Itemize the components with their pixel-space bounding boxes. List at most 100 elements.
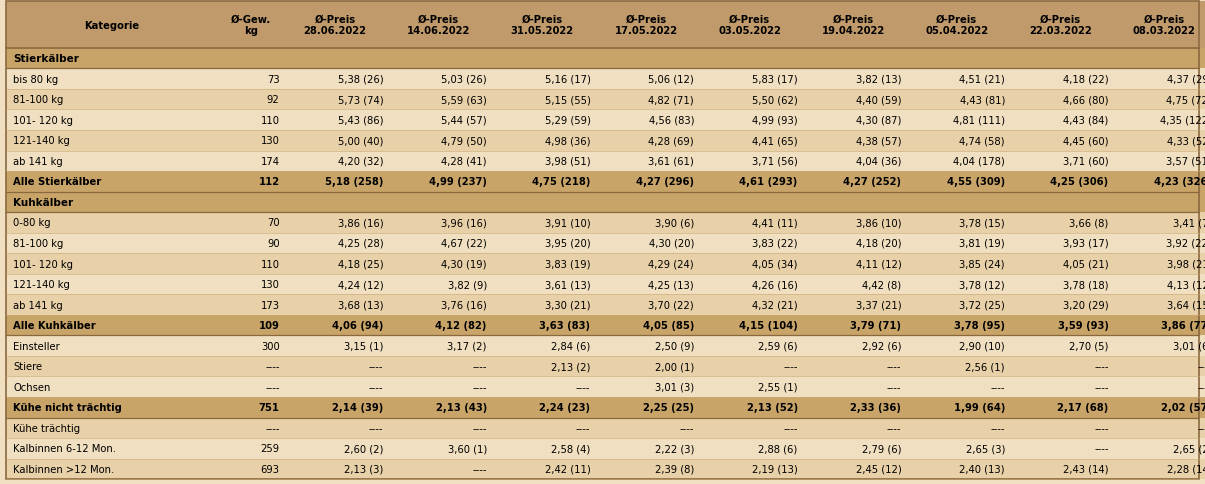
FancyBboxPatch shape — [490, 356, 594, 377]
FancyBboxPatch shape — [594, 69, 698, 90]
FancyBboxPatch shape — [594, 151, 698, 172]
Text: Ø-Preis
03.05.2022: Ø-Preis 03.05.2022 — [718, 15, 781, 36]
FancyBboxPatch shape — [905, 2, 1009, 49]
FancyBboxPatch shape — [387, 69, 490, 90]
FancyBboxPatch shape — [1009, 69, 1112, 90]
FancyBboxPatch shape — [283, 90, 387, 110]
FancyBboxPatch shape — [283, 418, 387, 438]
FancyBboxPatch shape — [905, 274, 1009, 295]
FancyBboxPatch shape — [1112, 418, 1205, 438]
FancyBboxPatch shape — [218, 254, 283, 274]
Text: 3,78 (12): 3,78 (12) — [959, 279, 1005, 289]
FancyBboxPatch shape — [801, 69, 905, 90]
Text: 4,04 (36): 4,04 (36) — [856, 156, 901, 166]
Text: 4,06 (94): 4,06 (94) — [331, 320, 383, 331]
FancyBboxPatch shape — [6, 233, 218, 254]
Text: 3,79 (71): 3,79 (71) — [851, 320, 901, 331]
Text: 2,25 (25): 2,25 (25) — [643, 402, 694, 412]
FancyBboxPatch shape — [387, 274, 490, 295]
Text: 2,39 (8): 2,39 (8) — [654, 464, 694, 474]
FancyBboxPatch shape — [490, 172, 594, 192]
FancyBboxPatch shape — [218, 90, 283, 110]
FancyBboxPatch shape — [1112, 131, 1205, 151]
Text: 4,30 (20): 4,30 (20) — [648, 239, 694, 248]
Text: Kuhkälber: Kuhkälber — [13, 197, 74, 208]
Text: 259: 259 — [260, 443, 280, 454]
FancyBboxPatch shape — [490, 315, 594, 336]
Text: 4,25 (306): 4,25 (306) — [1051, 177, 1109, 187]
Text: 4,35 (122): 4,35 (122) — [1160, 116, 1205, 125]
FancyBboxPatch shape — [283, 151, 387, 172]
Text: 4,74 (58): 4,74 (58) — [959, 136, 1005, 146]
FancyBboxPatch shape — [490, 418, 594, 438]
Text: 2,22 (3): 2,22 (3) — [654, 443, 694, 454]
Text: ----: ---- — [887, 423, 901, 433]
Text: 2,43 (14): 2,43 (14) — [1063, 464, 1109, 474]
Text: 4,66 (80): 4,66 (80) — [1063, 95, 1109, 105]
FancyBboxPatch shape — [801, 418, 905, 438]
FancyBboxPatch shape — [1009, 356, 1112, 377]
FancyBboxPatch shape — [1112, 233, 1205, 254]
FancyBboxPatch shape — [905, 315, 1009, 336]
FancyBboxPatch shape — [698, 69, 801, 90]
FancyBboxPatch shape — [6, 49, 1205, 69]
FancyBboxPatch shape — [801, 438, 905, 459]
FancyBboxPatch shape — [283, 315, 387, 336]
Text: 4,26 (16): 4,26 (16) — [752, 279, 798, 289]
FancyBboxPatch shape — [387, 110, 490, 131]
Text: Ø-Preis
08.03.2022: Ø-Preis 08.03.2022 — [1133, 15, 1195, 36]
FancyBboxPatch shape — [594, 438, 698, 459]
Text: 5,03 (26): 5,03 (26) — [441, 75, 487, 85]
FancyBboxPatch shape — [218, 377, 283, 397]
Text: 3,98 (51): 3,98 (51) — [545, 156, 590, 166]
Text: 4,25 (28): 4,25 (28) — [337, 239, 383, 248]
FancyBboxPatch shape — [1009, 254, 1112, 274]
Text: 4,18 (25): 4,18 (25) — [337, 259, 383, 269]
FancyBboxPatch shape — [801, 254, 905, 274]
Text: 3,68 (13): 3,68 (13) — [337, 300, 383, 310]
FancyBboxPatch shape — [698, 2, 801, 49]
Text: Ø-Preis
17.05.2022: Ø-Preis 17.05.2022 — [615, 15, 677, 36]
FancyBboxPatch shape — [387, 172, 490, 192]
Text: 174: 174 — [260, 156, 280, 166]
FancyBboxPatch shape — [283, 377, 387, 397]
FancyBboxPatch shape — [905, 295, 1009, 315]
Text: 4,51 (21): 4,51 (21) — [959, 75, 1005, 85]
Text: 5,50 (62): 5,50 (62) — [752, 95, 798, 105]
FancyBboxPatch shape — [698, 377, 801, 397]
FancyBboxPatch shape — [387, 254, 490, 274]
FancyBboxPatch shape — [218, 356, 283, 377]
FancyBboxPatch shape — [387, 356, 490, 377]
FancyBboxPatch shape — [594, 2, 698, 49]
Text: 2,79 (6): 2,79 (6) — [862, 443, 901, 454]
Text: 4,41 (65): 4,41 (65) — [752, 136, 798, 146]
FancyBboxPatch shape — [6, 377, 218, 397]
Text: 2,13 (43): 2,13 (43) — [435, 402, 487, 412]
FancyBboxPatch shape — [490, 397, 594, 418]
Text: 4,42 (8): 4,42 (8) — [863, 279, 901, 289]
FancyBboxPatch shape — [698, 233, 801, 254]
Text: 300: 300 — [260, 341, 280, 351]
FancyBboxPatch shape — [490, 377, 594, 397]
FancyBboxPatch shape — [1112, 90, 1205, 110]
FancyBboxPatch shape — [905, 356, 1009, 377]
FancyBboxPatch shape — [905, 213, 1009, 233]
FancyBboxPatch shape — [6, 295, 218, 315]
Text: 2,13 (52): 2,13 (52) — [747, 402, 798, 412]
Text: 4,81 (111): 4,81 (111) — [953, 116, 1005, 125]
Text: 2,17 (68): 2,17 (68) — [1057, 402, 1109, 412]
FancyBboxPatch shape — [387, 315, 490, 336]
Text: 4,29 (24): 4,29 (24) — [648, 259, 694, 269]
FancyBboxPatch shape — [1009, 110, 1112, 131]
FancyBboxPatch shape — [1112, 336, 1205, 356]
FancyBboxPatch shape — [1009, 459, 1112, 479]
FancyBboxPatch shape — [490, 438, 594, 459]
Text: 3,76 (16): 3,76 (16) — [441, 300, 487, 310]
FancyBboxPatch shape — [1009, 315, 1112, 336]
FancyBboxPatch shape — [283, 459, 387, 479]
Text: Alle Stierkälber: Alle Stierkälber — [13, 177, 101, 187]
FancyBboxPatch shape — [218, 315, 283, 336]
Text: Ø-Preis
31.05.2022: Ø-Preis 31.05.2022 — [511, 15, 574, 36]
Text: 2,50 (9): 2,50 (9) — [654, 341, 694, 351]
FancyBboxPatch shape — [1009, 151, 1112, 172]
